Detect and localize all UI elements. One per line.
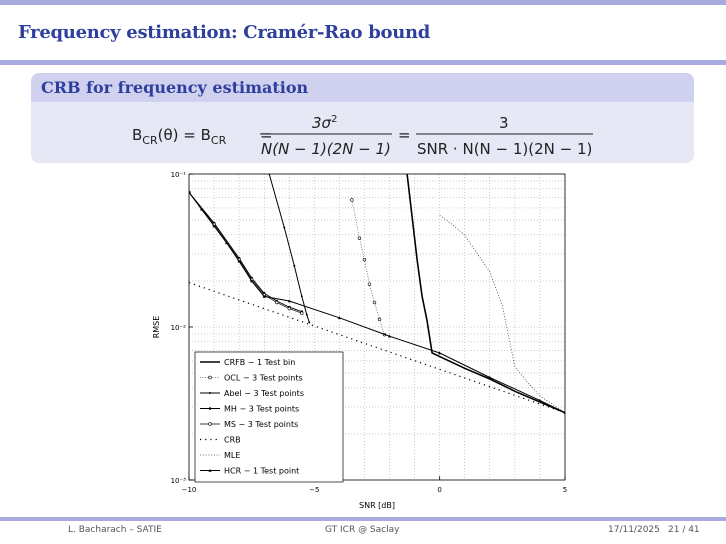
data-point: [208, 407, 212, 410]
data-point: [362, 257, 367, 262]
data-point: [367, 282, 372, 286]
formula-num2: 3: [499, 114, 509, 132]
formula-cr2: CR: [211, 134, 227, 147]
legend-label: Abel − 3 Test points: [224, 389, 304, 398]
top-accent-bar: [0, 0, 726, 5]
data-point: [488, 375, 492, 379]
series-line: [406, 174, 565, 414]
legend-box: [194, 351, 344, 483]
y-tick-label: 10⁻²: [171, 324, 187, 332]
data-point: [209, 392, 211, 394]
slide-title: Frequency estimation: Cramér-Rao bound: [18, 22, 431, 43]
data-point: [538, 398, 542, 402]
data-point: [337, 316, 341, 320]
y-tick-label: 10⁻¹: [171, 171, 187, 179]
formula-den1: N(N − 1)(2N − 1): [261, 140, 391, 158]
data-point: [287, 306, 291, 311]
series-8: [189, 190, 565, 414]
crb-block: CRB for frequency estimation BCR(θ) = BC…: [31, 73, 694, 163]
legend-label: OCL − 3 Test points: [224, 374, 303, 383]
legend: CRFB − 1 Test bin OCL − 3 Test points Abel…: [194, 351, 344, 483]
series-2: [350, 198, 387, 337]
series-5: [189, 190, 304, 315]
data-point: [438, 351, 442, 355]
rmse-chart: −10 −5 0 5 10⁻¹ 10⁻² 10⁻³ SNR [dB] RMSE CRFB − 1 …: [152, 171, 567, 510]
formula-num1-sup: 2: [331, 114, 337, 125]
crb-formula: BCR(θ) = BCR = 3σ2 N(N − 1)(2N − 1) = 3 …: [132, 114, 593, 158]
title-rule: [0, 60, 726, 65]
data-point: [275, 300, 279, 305]
data-point: [300, 295, 303, 298]
legend-label: MS − 3 Test points: [224, 420, 298, 429]
footer-stripe: [0, 517, 726, 521]
footer-author: L. Bacharach – SATIE: [68, 525, 162, 535]
formula-num1-main: 3σ: [312, 114, 332, 132]
series-line: [189, 192, 302, 313]
series-line: [268, 174, 310, 323]
y-axis-label: RMSE: [152, 316, 161, 339]
legend-label: CRB: [224, 436, 241, 445]
data-point: [237, 259, 241, 263]
data-point: [283, 226, 286, 229]
series-3: [268, 174, 311, 324]
footer: L. Bacharach – SATIE GT ICR @ Saclay 17/…: [0, 517, 726, 544]
data-point: [208, 422, 212, 426]
series-group: [189, 174, 565, 414]
data-point: [250, 279, 254, 283]
data-point: [262, 294, 266, 298]
data-point: [305, 313, 308, 316]
formula-eq2: =: [398, 126, 411, 144]
formula-den2: SNR · N(N − 1)(2N − 1): [417, 140, 592, 158]
data-point: [225, 241, 229, 245]
series-line: [189, 192, 565, 414]
data-point: [372, 300, 377, 305]
x-tick-label: −5: [309, 486, 319, 494]
data-point: [199, 207, 204, 211]
data-point: [208, 375, 212, 380]
footer-venue: GT ICR @ Saclay: [325, 525, 400, 535]
data-point: [300, 311, 304, 315]
series-line: [351, 199, 385, 335]
footer-date: 17/11/2025: [608, 525, 660, 535]
svg-text:BCR(θ) = BCR: BCR(θ) = BCR: [132, 126, 227, 147]
legend-label: MLE: [224, 451, 240, 460]
data-point: [189, 190, 191, 194]
formula-theta: (θ) = B: [158, 126, 211, 144]
data-point: [377, 317, 382, 322]
data-point: [387, 334, 392, 338]
data-point: [357, 236, 362, 240]
formula-num1: 3σ2: [312, 114, 337, 132]
block-title: CRB for frequency estimation: [31, 73, 694, 102]
x-axis-label: SNR [dB]: [359, 501, 395, 510]
formula-cr1: CR: [142, 134, 158, 147]
x-tick-label: −10: [182, 486, 197, 494]
legend-label: CRFB − 1 Test bin: [224, 358, 295, 367]
footer-page: 21 / 41: [668, 525, 700, 535]
legend-label: MH − 3 Test points: [224, 405, 299, 414]
data-point: [208, 468, 212, 472]
data-point: [268, 174, 271, 175]
formula-eq1: =: [260, 126, 273, 144]
series-4: [189, 191, 304, 313]
y-tick-label: 10⁻³: [171, 477, 187, 485]
data-point: [308, 321, 311, 324]
formula-b1: B: [132, 126, 142, 144]
x-tick-label: 0: [437, 486, 441, 494]
data-point: [212, 224, 216, 228]
series-1: [406, 174, 565, 414]
data-point: [287, 299, 291, 303]
data-point: [293, 264, 296, 267]
legend-label: HCR − 1 Test point: [224, 467, 299, 476]
series-line: [189, 192, 302, 314]
x-tick-label: 5: [563, 486, 567, 494]
data-point: [350, 198, 354, 202]
